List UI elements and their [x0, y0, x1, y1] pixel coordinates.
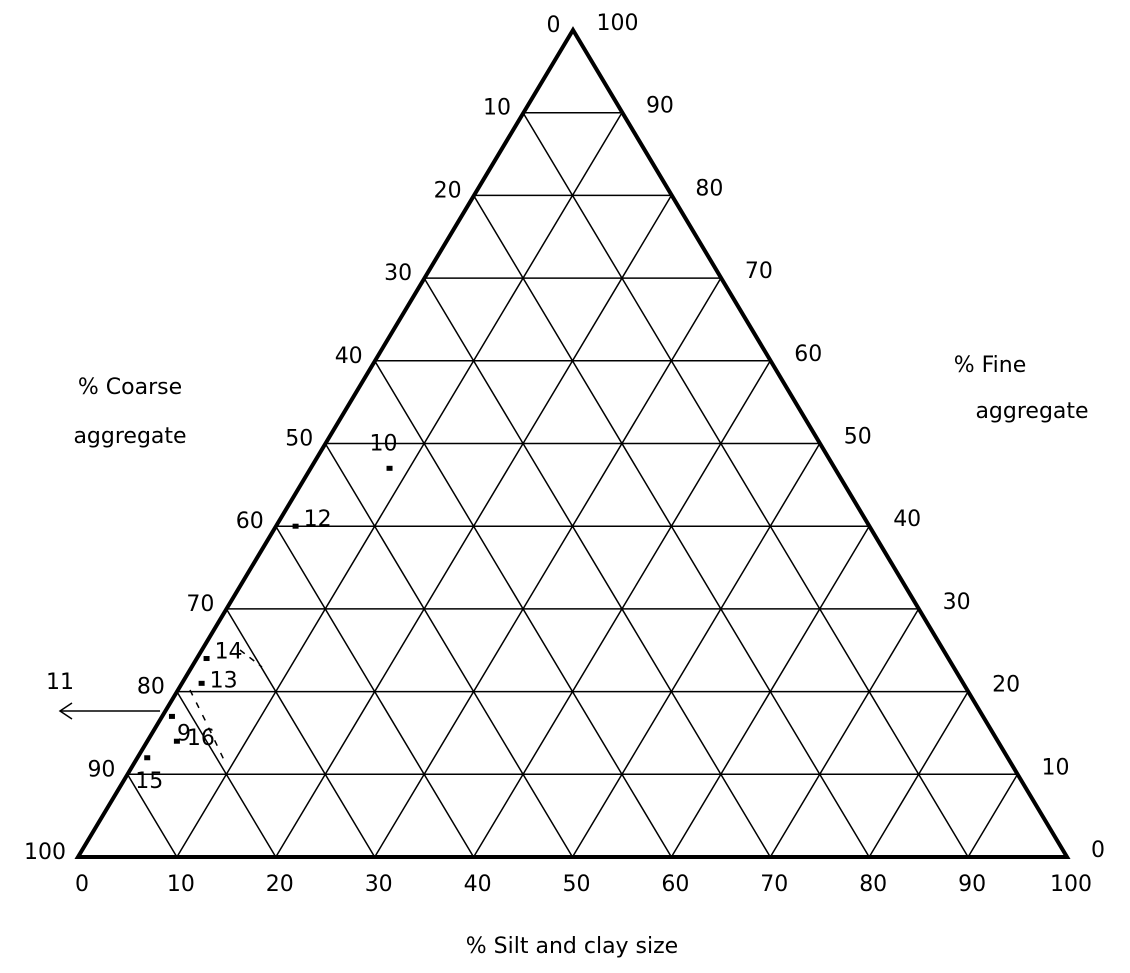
bottom-tick-label: 100 — [1050, 872, 1092, 897]
bottom-tick-label: 50 — [563, 872, 591, 897]
point-label: 13 — [210, 668, 238, 693]
dashed-boundary — [239, 649, 263, 668]
right-tick-label: 20 — [992, 673, 1020, 698]
right-tick-label: 50 — [844, 425, 872, 450]
grid-line — [324, 443, 574, 858]
right-tick-label: 10 — [1042, 755, 1070, 780]
grid-line — [522, 112, 969, 858]
grid-line — [571, 443, 821, 858]
right-tick-label: 90 — [646, 94, 674, 119]
bottom-tick-label: 30 — [365, 872, 393, 897]
point-label: 16 — [187, 726, 215, 751]
left-tick-label: 80 — [137, 675, 165, 700]
left-tick-label: 60 — [236, 509, 264, 534]
grid-line — [275, 525, 475, 858]
right-tick-label: 30 — [943, 590, 971, 615]
grid-line — [176, 691, 277, 858]
bottom-tick-label: 20 — [266, 872, 294, 897]
grid-line — [225, 608, 376, 858]
point-label: 12 — [304, 507, 332, 532]
data-point — [203, 656, 210, 662]
right-tick-label: 0 — [1091, 838, 1105, 863]
point-label: 15 — [135, 769, 163, 794]
left-tick-label: 20 — [434, 178, 462, 203]
annotation: 11 — [46, 670, 74, 695]
grid-line — [472, 195, 870, 858]
left-tick-label: 30 — [384, 261, 412, 286]
left-tick-label: 100 — [24, 840, 66, 865]
data-point — [144, 755, 151, 761]
grid-line — [374, 360, 673, 858]
data-point — [292, 523, 299, 529]
bottom-tick-label: 90 — [958, 872, 986, 897]
bottom-tick-label: 80 — [859, 872, 887, 897]
left-tick-label: 90 — [87, 757, 115, 782]
grid-line — [423, 277, 771, 858]
right-tick-label: 70 — [745, 259, 773, 284]
left-tick-label: 0 — [547, 13, 561, 38]
point-label: 9 — [177, 721, 191, 746]
data-point — [386, 465, 393, 471]
right-axis-title: % Fine — [954, 353, 1027, 378]
data-point — [168, 713, 175, 719]
grid-line — [176, 112, 623, 858]
left-axis-title: % Coarse — [78, 375, 182, 400]
point-label: 14 — [215, 640, 243, 665]
right-tick-label: 100 — [597, 11, 639, 36]
left-axis-title: aggregate — [73, 424, 186, 449]
grid-line — [967, 773, 1019, 858]
grid-line — [769, 608, 920, 858]
bottom-axis-title: % Silt and clay size — [466, 934, 678, 959]
point-label: 10 — [370, 431, 398, 456]
grid-line — [126, 773, 178, 858]
bottom-tick-label: 70 — [760, 872, 788, 897]
dashed-boundary — [189, 689, 225, 761]
data-point — [198, 680, 205, 686]
bottom-tick-label: 60 — [661, 872, 689, 897]
bottom-tick-label: 10 — [167, 872, 195, 897]
right-tick-label: 40 — [893, 507, 921, 532]
right-tick-label: 60 — [794, 342, 822, 367]
data-point — [173, 738, 180, 744]
left-tick-label: 70 — [186, 592, 214, 617]
right-axis-title: aggregate — [975, 399, 1088, 424]
bottom-tick-label: 40 — [464, 872, 492, 897]
grid-line — [374, 277, 722, 858]
left-tick-label: 10 — [483, 96, 511, 121]
right-tick-label: 80 — [695, 176, 723, 201]
left-tick-label: 40 — [335, 344, 363, 369]
bottom-tick-label: 0 — [75, 872, 89, 897]
arrow-head — [58, 702, 73, 720]
left-tick-label: 50 — [285, 427, 313, 452]
